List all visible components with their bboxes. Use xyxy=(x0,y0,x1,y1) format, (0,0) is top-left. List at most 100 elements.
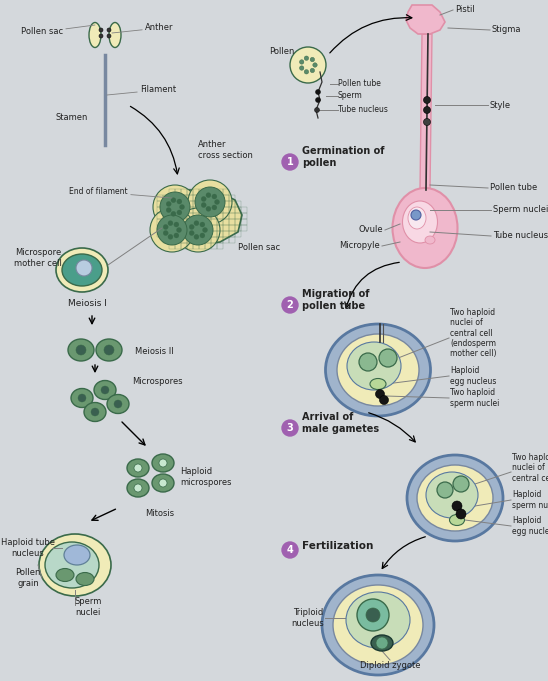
Bar xyxy=(211,243,217,249)
Bar xyxy=(211,231,217,237)
Circle shape xyxy=(189,225,194,229)
Circle shape xyxy=(310,68,315,73)
Ellipse shape xyxy=(71,388,93,407)
Bar xyxy=(199,243,205,249)
Bar xyxy=(211,195,217,201)
Ellipse shape xyxy=(370,379,386,390)
Ellipse shape xyxy=(392,188,458,268)
Ellipse shape xyxy=(371,635,393,651)
Ellipse shape xyxy=(76,573,94,586)
Text: Stigma: Stigma xyxy=(492,25,522,35)
Ellipse shape xyxy=(45,542,99,588)
Text: Tube nucleus: Tube nucleus xyxy=(338,106,388,114)
Text: Triploid
nucleus: Triploid nucleus xyxy=(292,608,324,628)
Bar xyxy=(217,231,223,237)
Circle shape xyxy=(91,408,99,416)
Circle shape xyxy=(134,464,142,472)
Bar xyxy=(241,225,247,231)
Text: Sperm nuclei: Sperm nuclei xyxy=(493,206,548,215)
Circle shape xyxy=(99,28,103,32)
Bar xyxy=(181,195,187,201)
Circle shape xyxy=(214,200,220,204)
Bar xyxy=(229,225,235,231)
Bar xyxy=(193,195,199,201)
Bar xyxy=(211,207,217,213)
Ellipse shape xyxy=(408,207,426,229)
Circle shape xyxy=(315,108,319,112)
Ellipse shape xyxy=(347,342,401,390)
Bar xyxy=(175,201,181,207)
Ellipse shape xyxy=(346,592,410,648)
Circle shape xyxy=(163,225,168,229)
Text: Tube nucleus: Tube nucleus xyxy=(493,232,548,240)
Circle shape xyxy=(379,349,397,367)
Ellipse shape xyxy=(56,569,74,582)
Bar xyxy=(187,207,193,213)
Bar xyxy=(187,231,193,237)
Text: Style: Style xyxy=(490,101,511,110)
Circle shape xyxy=(183,215,213,245)
Text: Micropyle: Micropyle xyxy=(339,242,380,251)
Bar xyxy=(163,231,169,237)
Text: 2: 2 xyxy=(287,300,293,310)
Circle shape xyxy=(316,97,321,103)
Text: 4: 4 xyxy=(287,545,293,555)
Ellipse shape xyxy=(89,22,101,48)
Bar xyxy=(187,219,193,225)
Bar xyxy=(205,189,211,195)
Bar xyxy=(193,243,199,249)
Bar xyxy=(235,201,241,207)
Bar xyxy=(211,225,217,231)
Ellipse shape xyxy=(322,575,434,675)
Bar xyxy=(169,219,175,225)
Bar xyxy=(169,195,175,201)
Bar xyxy=(181,201,187,207)
Bar xyxy=(199,237,205,243)
Bar xyxy=(199,213,205,219)
Bar xyxy=(181,213,187,219)
Text: Pollen
grain: Pollen grain xyxy=(15,569,41,588)
Bar xyxy=(223,189,229,195)
Bar xyxy=(223,225,229,231)
Bar xyxy=(181,243,187,249)
Ellipse shape xyxy=(64,545,90,565)
Ellipse shape xyxy=(425,236,435,244)
Ellipse shape xyxy=(337,334,419,406)
Bar xyxy=(187,201,193,207)
Text: Microspores: Microspores xyxy=(132,377,182,387)
Bar xyxy=(217,219,223,225)
Bar xyxy=(217,195,223,201)
Text: Haploid
microspores: Haploid microspores xyxy=(180,467,231,487)
Bar xyxy=(241,219,247,225)
Bar xyxy=(175,207,181,213)
Bar xyxy=(175,231,181,237)
Bar xyxy=(157,225,163,231)
Bar xyxy=(229,219,235,225)
Bar xyxy=(157,213,163,219)
Text: 1: 1 xyxy=(287,157,293,167)
Circle shape xyxy=(380,396,389,405)
Bar xyxy=(163,213,169,219)
Circle shape xyxy=(203,227,208,232)
Circle shape xyxy=(174,233,179,238)
Circle shape xyxy=(99,34,103,38)
Bar xyxy=(175,213,181,219)
Ellipse shape xyxy=(94,381,116,400)
Bar xyxy=(175,237,181,243)
Circle shape xyxy=(359,353,377,371)
Bar xyxy=(223,207,229,213)
Text: Ovule: Ovule xyxy=(358,225,383,234)
Circle shape xyxy=(212,194,217,199)
Circle shape xyxy=(195,187,225,217)
Circle shape xyxy=(282,154,298,170)
Circle shape xyxy=(453,476,469,492)
Bar xyxy=(157,195,163,201)
Text: Migration of
pollen tube: Migration of pollen tube xyxy=(302,289,369,311)
Ellipse shape xyxy=(426,472,478,518)
Bar xyxy=(187,225,193,231)
Circle shape xyxy=(166,208,171,212)
Circle shape xyxy=(107,28,111,32)
Text: Microspore
mother cell: Microspore mother cell xyxy=(14,249,62,268)
Bar xyxy=(169,189,175,195)
Bar xyxy=(199,195,205,201)
